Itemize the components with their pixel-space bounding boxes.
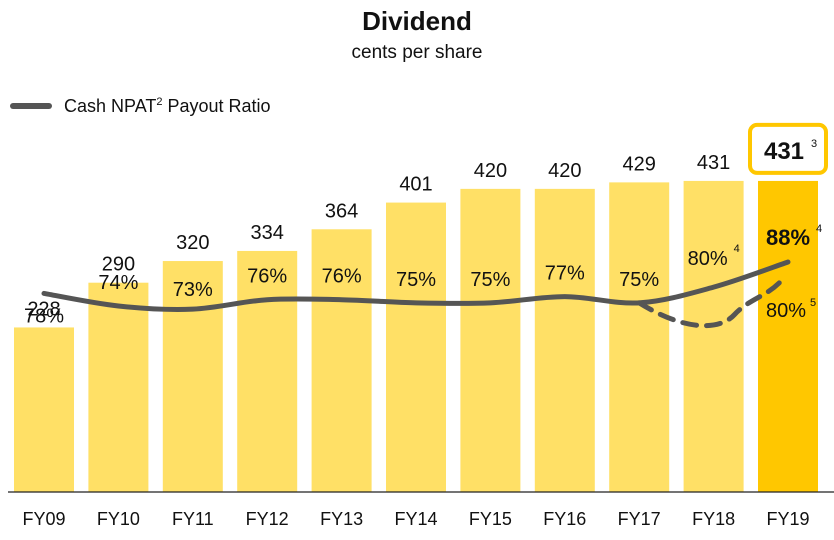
dashed-ratio-label: 80% — [766, 300, 806, 322]
ratio-label: 76% — [322, 266, 362, 288]
bar-fy19 — [758, 180, 818, 493]
x-tick-label: FY10 — [97, 509, 140, 529]
bar-fy16 — [534, 188, 595, 492]
bar-value-label: 228 — [27, 298, 60, 320]
ratio-label: 75% — [619, 269, 659, 291]
bar-fy18 — [683, 180, 744, 493]
x-tick-label: FY09 — [22, 509, 65, 529]
payout-ratio-dashed-line — [636, 279, 783, 329]
x-tick-label: FY17 — [618, 509, 661, 529]
bar-value-label: 431 — [697, 152, 730, 174]
x-tick-label: FY18 — [692, 509, 735, 529]
x-tick-label: FY15 — [469, 509, 512, 529]
highlight-value-box — [748, 122, 828, 175]
legend-line-swatch — [10, 103, 52, 109]
x-tick-label: FY16 — [543, 509, 586, 529]
bar-fy12 — [237, 250, 298, 492]
ratio-label: 80% — [688, 248, 728, 270]
highlight-value-label: 431 — [764, 138, 804, 165]
legend: Cash NPAT2 Payout Ratio — [10, 94, 271, 118]
bar-fy17 — [609, 182, 670, 493]
ratio-label: 78% — [24, 305, 64, 327]
bar-fy13 — [311, 229, 372, 492]
x-tick-label: FY11 — [172, 509, 214, 529]
payout-ratio-line — [41, 259, 791, 312]
legend-label: Cash NPAT2 Payout Ratio — [64, 96, 271, 117]
dashed-ratio-label-sup: 5 — [810, 297, 816, 309]
legend-label-text: Cash NPAT — [64, 95, 157, 116]
bar-value-label: 320 — [176, 232, 209, 254]
x-tick-label: FY19 — [766, 509, 809, 529]
x-tick-label: FY13 — [320, 509, 363, 529]
bar-value-label: 290 — [102, 254, 135, 276]
legend-label-text-2: Payout Ratio — [162, 95, 271, 116]
bar-value-label: 429 — [623, 153, 656, 175]
ratio-label: 76% — [247, 266, 287, 288]
bar-value-label: 420 — [548, 160, 581, 182]
x-tick-label: FY12 — [246, 509, 289, 529]
bar-value-label: 401 — [399, 174, 432, 196]
chart-subtitle: cents per share — [351, 42, 483, 63]
ratio-label: 73% — [173, 279, 213, 301]
bar-value-label: 364 — [325, 200, 358, 222]
bar-fy14 — [386, 202, 446, 492]
legend-label-sup: 2 — [156, 95, 163, 108]
bar-fy11 — [162, 261, 223, 492]
ratio-label: 74% — [98, 272, 138, 294]
highlight-ratio-label: 88% — [766, 225, 810, 250]
ratio-label-sup: 4 — [734, 243, 740, 255]
bar-fy10 — [88, 282, 149, 492]
chart-title: Dividend — [362, 6, 472, 36]
ratio-label-sup: 4 — [816, 223, 822, 235]
bar-value-label: 334 — [251, 222, 284, 244]
x-tick-label: FY14 — [394, 509, 437, 529]
highlight-value-sup: 3 — [811, 138, 817, 150]
bar-value-label: 420 — [474, 160, 507, 182]
bar-fy15 — [460, 188, 521, 492]
bar-fy09 — [14, 327, 74, 492]
ratio-label: 75% — [470, 269, 510, 291]
ratio-label: 77% — [545, 263, 585, 285]
ratio-label: 75% — [396, 269, 436, 291]
